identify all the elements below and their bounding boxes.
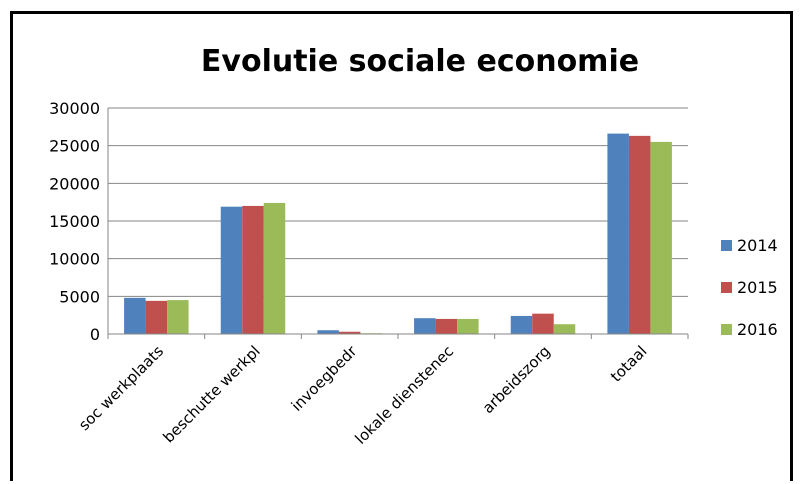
x-tick-label: arbeidszorg (479, 342, 554, 417)
bar-2015-1 (242, 205, 264, 334)
legend: 2014 2015 2016 (721, 236, 778, 339)
y-tick-label: 5000 (59, 287, 100, 306)
bar-2015-2 (338, 331, 361, 334)
x-tick-label: invoegbedr (288, 342, 361, 415)
bar-2016-5 (650, 141, 672, 334)
legend-label-2014: 2014 (737, 236, 778, 255)
bar-2014-2 (317, 330, 339, 334)
y-tick-label: 10000 (49, 250, 100, 269)
x-tick-label: totaal (607, 342, 650, 385)
bar-2014-5 (607, 133, 629, 334)
x-tick-label: soc werkplaats (75, 342, 167, 434)
bar-2015-0 (145, 300, 168, 334)
axes: 0 5000 10000 15000 20000 25000 30000 soc werkpl… (49, 99, 689, 448)
y-tick-label: 0 (90, 325, 100, 344)
bar-2014-3 (414, 318, 436, 334)
bar-2014-1 (220, 206, 243, 334)
legend-label-2015: 2015 (737, 278, 778, 297)
bar-2014-0 (124, 297, 146, 334)
y-tick-label: 25000 (49, 137, 100, 156)
legend-swatch-2015 (721, 282, 732, 293)
bar-2016-1 (263, 202, 286, 334)
chart: Evolutie sociale economie 0 5000 10000 1500… (49, 44, 778, 448)
bar-2015-4 (532, 313, 554, 334)
legend-label-2016: 2016 (737, 320, 778, 339)
y-tick-label: 15000 (49, 212, 100, 231)
bar-2016-4 (553, 324, 576, 334)
x-tick-label: beschutte werkpl (159, 342, 263, 446)
x-tick-label: lokale dienstenec (351, 342, 457, 448)
bars (124, 133, 672, 334)
bar-2015-3 (435, 318, 458, 334)
bar-2016-3 (457, 318, 479, 334)
bar-2015-5 (628, 135, 651, 334)
legend-swatch-2016 (721, 324, 732, 335)
legend-swatch-2014 (721, 240, 732, 251)
bar-2016-0 (167, 300, 189, 334)
chart-frame: Evolutie sociale economie 0 5000 10000 1500… (10, 11, 793, 481)
bar-2014-4 (510, 315, 533, 334)
gridlines (108, 107, 688, 297)
y-tick-label: 20000 (49, 174, 100, 193)
y-tick-label: 30000 (49, 99, 100, 118)
chart-title: Evolutie sociale economie (201, 44, 639, 79)
